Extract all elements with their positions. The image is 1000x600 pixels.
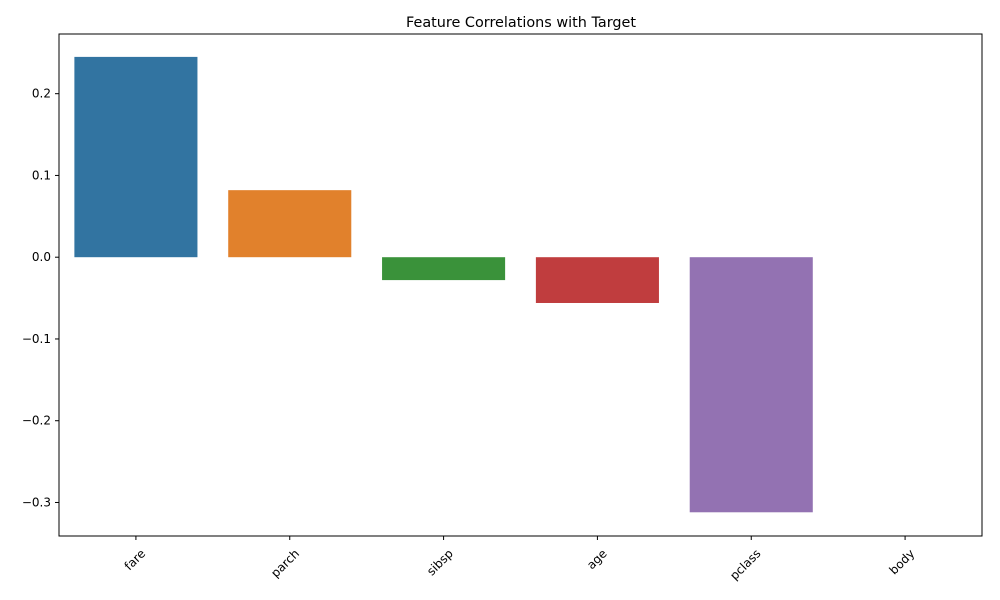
x-tick-label: body xyxy=(887,546,918,577)
y-tick-label: 0.2 xyxy=(32,87,51,101)
x-tick-label: sibsp xyxy=(424,546,456,578)
chart-title: Feature Correlations with Target xyxy=(406,15,636,31)
y-tick-label: −0.2 xyxy=(22,414,51,428)
bar-parch xyxy=(228,190,352,258)
bar-age xyxy=(535,257,659,303)
y-tick-label: 0.0 xyxy=(32,250,51,264)
x-tick-label: pclass xyxy=(727,546,763,582)
x-tick-label: parch xyxy=(268,546,302,580)
bar-sibsp xyxy=(382,257,506,281)
bar-fare xyxy=(74,56,198,258)
bar-pclass xyxy=(689,257,813,513)
x-tick-label: age xyxy=(584,546,610,572)
y-tick-label: 0.1 xyxy=(32,168,51,182)
x-tick-label: fare xyxy=(122,546,149,573)
y-tick-label: −0.3 xyxy=(22,495,51,509)
y-tick-label: −0.1 xyxy=(22,332,51,346)
x-axis: fare parch sibsp age pclass body xyxy=(122,536,918,583)
plot-frame xyxy=(58,33,983,537)
bars-layer xyxy=(74,56,813,513)
y-axis: 0.2 0.1 0.0 −0.1 −0.2 −0.3 xyxy=(22,87,59,509)
